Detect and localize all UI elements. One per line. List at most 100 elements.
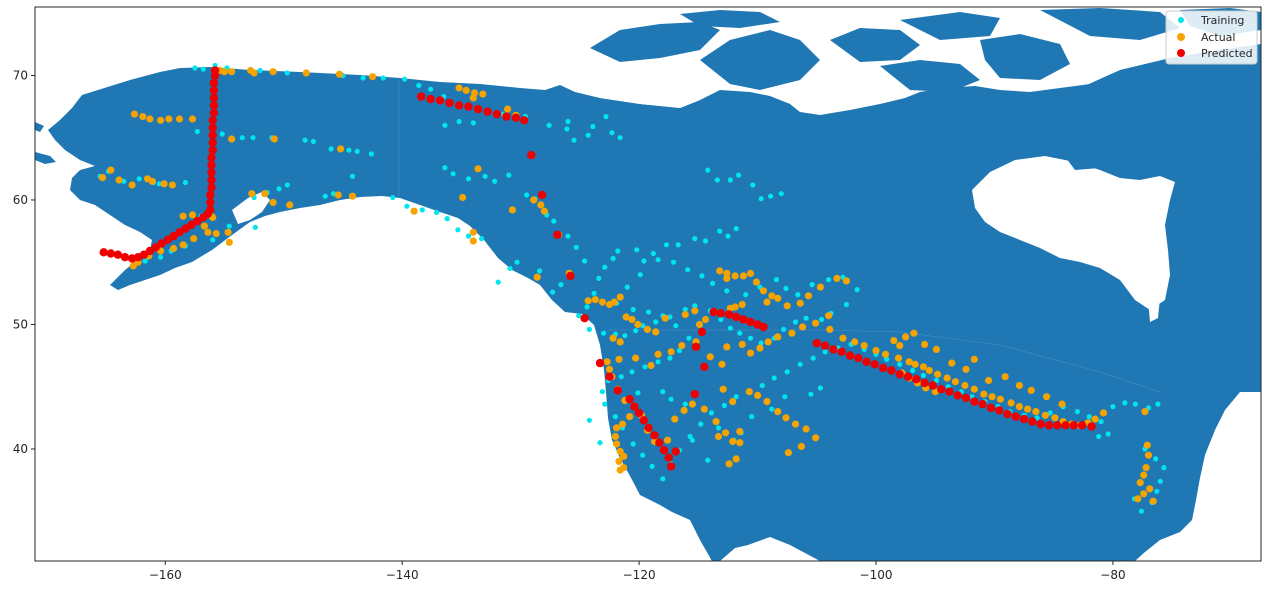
actual-point — [774, 294, 782, 302]
training-point — [610, 255, 616, 262]
actual-point — [788, 329, 796, 337]
training-point — [599, 389, 606, 395]
predicted-point — [1019, 414, 1029, 424]
actual-point — [754, 391, 762, 399]
training-point — [612, 414, 619, 420]
predicted-point — [1061, 421, 1070, 430]
training-point — [156, 181, 162, 187]
training-point — [250, 135, 256, 141]
predicted-point — [511, 113, 521, 123]
predicted-point — [887, 366, 896, 375]
actual-point — [948, 359, 956, 367]
actual-point — [905, 358, 913, 366]
actual-point — [212, 230, 220, 238]
predicted-point — [690, 390, 699, 399]
actual-point — [148, 177, 156, 185]
actual-point — [225, 238, 233, 246]
training-point — [1155, 401, 1161, 407]
training-point — [601, 330, 607, 336]
predicted-point — [820, 341, 830, 350]
x-tick-label: −100 — [860, 568, 893, 582]
actual-point — [894, 354, 903, 362]
training-point — [450, 171, 456, 177]
training-point — [682, 401, 688, 407]
predicted-point — [953, 391, 962, 400]
actual-point — [618, 420, 627, 428]
actual-point — [616, 293, 624, 301]
land-arctic-island-8 — [1040, 8, 1180, 40]
actual-point — [1141, 408, 1149, 416]
training-point — [328, 146, 334, 152]
land-arctic-island-6 — [900, 12, 1000, 40]
actual-point — [1032, 408, 1040, 416]
land-southampton-island — [1060, 140, 1110, 170]
predicted-point — [483, 107, 492, 116]
training-point — [663, 242, 670, 248]
actual-point — [615, 457, 623, 465]
predicted-point — [445, 98, 454, 108]
actual-point — [1134, 495, 1142, 503]
actual-point — [611, 432, 620, 441]
actual-point — [1001, 373, 1009, 381]
training-point — [803, 315, 809, 321]
actual-point — [826, 325, 834, 333]
x-tick-label: −140 — [386, 568, 419, 582]
actual-point — [603, 358, 611, 366]
training-point — [705, 167, 711, 173]
predicted-point — [937, 385, 946, 394]
actual-point — [763, 398, 771, 406]
training-point — [630, 441, 636, 447]
actual-point — [1027, 386, 1035, 394]
actual-point — [1051, 414, 1059, 422]
actual-point — [980, 390, 988, 398]
training-point — [655, 257, 661, 263]
predicted-point — [1087, 422, 1096, 431]
actual-point — [348, 192, 357, 200]
predicted-point — [870, 360, 879, 369]
actual-point — [736, 439, 744, 447]
actual-point — [200, 222, 208, 230]
training-point — [564, 126, 570, 132]
actual-point — [188, 211, 197, 219]
actual-point — [1140, 490, 1148, 498]
training-point — [624, 284, 630, 290]
predicted-point — [945, 387, 954, 396]
water-cook-inlet — [232, 192, 270, 224]
actual-point — [1136, 479, 1144, 487]
actual-point — [752, 278, 761, 286]
land-island-1 — [100, 198, 118, 210]
land-baffin-island — [1080, 44, 1261, 160]
training-point — [586, 417, 593, 423]
actual-point — [261, 190, 269, 198]
predicted-point — [553, 230, 562, 239]
actual-point — [985, 376, 993, 385]
y-tick-label: 50 — [13, 317, 28, 331]
predicted-point — [417, 92, 426, 101]
training-point — [346, 147, 352, 153]
land-arctic-island-5 — [880, 60, 980, 92]
training-point — [1110, 404, 1116, 410]
land-arctic-island-1 — [590, 22, 720, 62]
actual-point — [622, 313, 630, 321]
actual-point — [722, 429, 730, 437]
actual-point — [302, 69, 310, 77]
training-point — [136, 176, 142, 182]
training-point — [759, 382, 765, 389]
training-point — [239, 135, 245, 141]
actual-point — [723, 343, 731, 351]
land-north-america — [48, 55, 1261, 561]
actual-point — [774, 333, 782, 341]
training-point — [442, 165, 448, 171]
training-point — [783, 285, 789, 291]
training-point — [444, 216, 450, 222]
training-point — [390, 194, 396, 201]
training-point — [633, 328, 639, 334]
actual-point — [1142, 464, 1150, 472]
predicted-point — [206, 198, 215, 207]
training-point — [641, 258, 647, 264]
predicted-point — [502, 112, 511, 121]
actual-point — [157, 116, 165, 124]
predicted-point — [837, 347, 846, 356]
actual-point — [1091, 415, 1099, 423]
predicted-point — [759, 322, 768, 332]
